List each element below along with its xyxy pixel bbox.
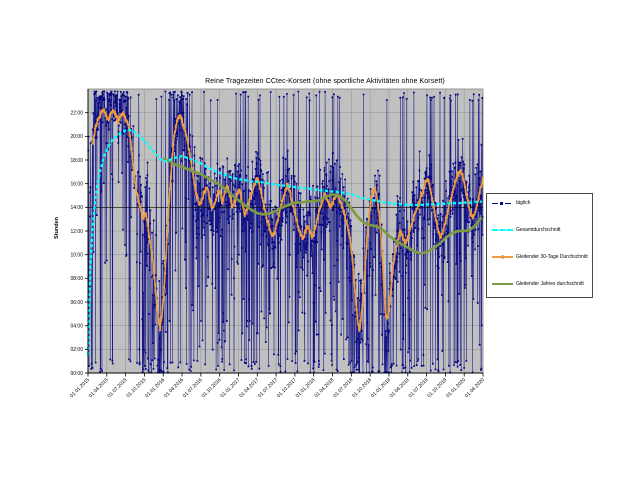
svg-text:16:00: 16:00 [70,181,83,187]
legend-item-gesamtdurchschnitt[interactable]: Gesamtdurchschnitt [492,225,560,235]
svg-text:00:00: 00:00 [70,371,83,377]
svg-text:20:00: 20:00 [70,134,83,140]
svg-text:08:00: 08:00 [70,276,83,282]
moving-year-line-icon [492,281,513,287]
y-axis-title: Stunden [54,217,60,239]
svg-text:06:00: 06:00 [70,300,83,306]
daily-line-icon [492,200,513,206]
average-line-icon [492,227,513,233]
series-overall-average [86,128,482,356]
legend-item-jahresdurchschnitt[interactable]: Gleitender Jahres durchschnitt [492,279,584,289]
svg-text:22:00: 22:00 [70,110,83,116]
series-year-average [162,157,483,255]
svg-text:10:00: 10:00 [70,252,83,258]
y-axis-labels: 00:00 02:00 04:00 06:00 08:00 10:00 12:00 14:00… [70,110,88,377]
legend-label-taeglich: täglich [516,200,531,206]
svg-text:18:00: 18:00 [70,158,83,164]
legend-item-taeglich[interactable]: täglich [492,198,530,208]
svg-text:04:00: 04:00 [70,323,83,329]
svg-text:14:00: 14:00 [70,205,83,211]
legend-box[interactable]: täglich Gesamtdurchschnitt Gleitender 30… [486,193,593,298]
x-axis-labels: 01.01.201501.04.201501.07.201501.10.2015… [69,373,486,399]
svg-text:02:00: 02:00 [70,347,83,353]
legend-item-30-tage-durchschnitt[interactable]: Gleitender 30-Tage Durchschnitt [492,252,588,262]
chart-title: Reine Tragezeiten CCtec-Korsett (ohne sp… [205,78,445,85]
svg-text:12:00: 12:00 [70,229,83,235]
legend-label-jahresdurchschnitt: Gleitender Jahres durchschnitt [516,281,584,287]
svg-text:01.04.2020: 01.04.2020 [464,377,486,399]
legend-label-gesamtdurchschnitt: Gesamtdurchschnitt [516,227,561,233]
moving-30day-line-icon [492,254,513,260]
legend-label-30-tage-durchschnitt: Gleitender 30-Tage Durchschnitt [516,254,588,260]
